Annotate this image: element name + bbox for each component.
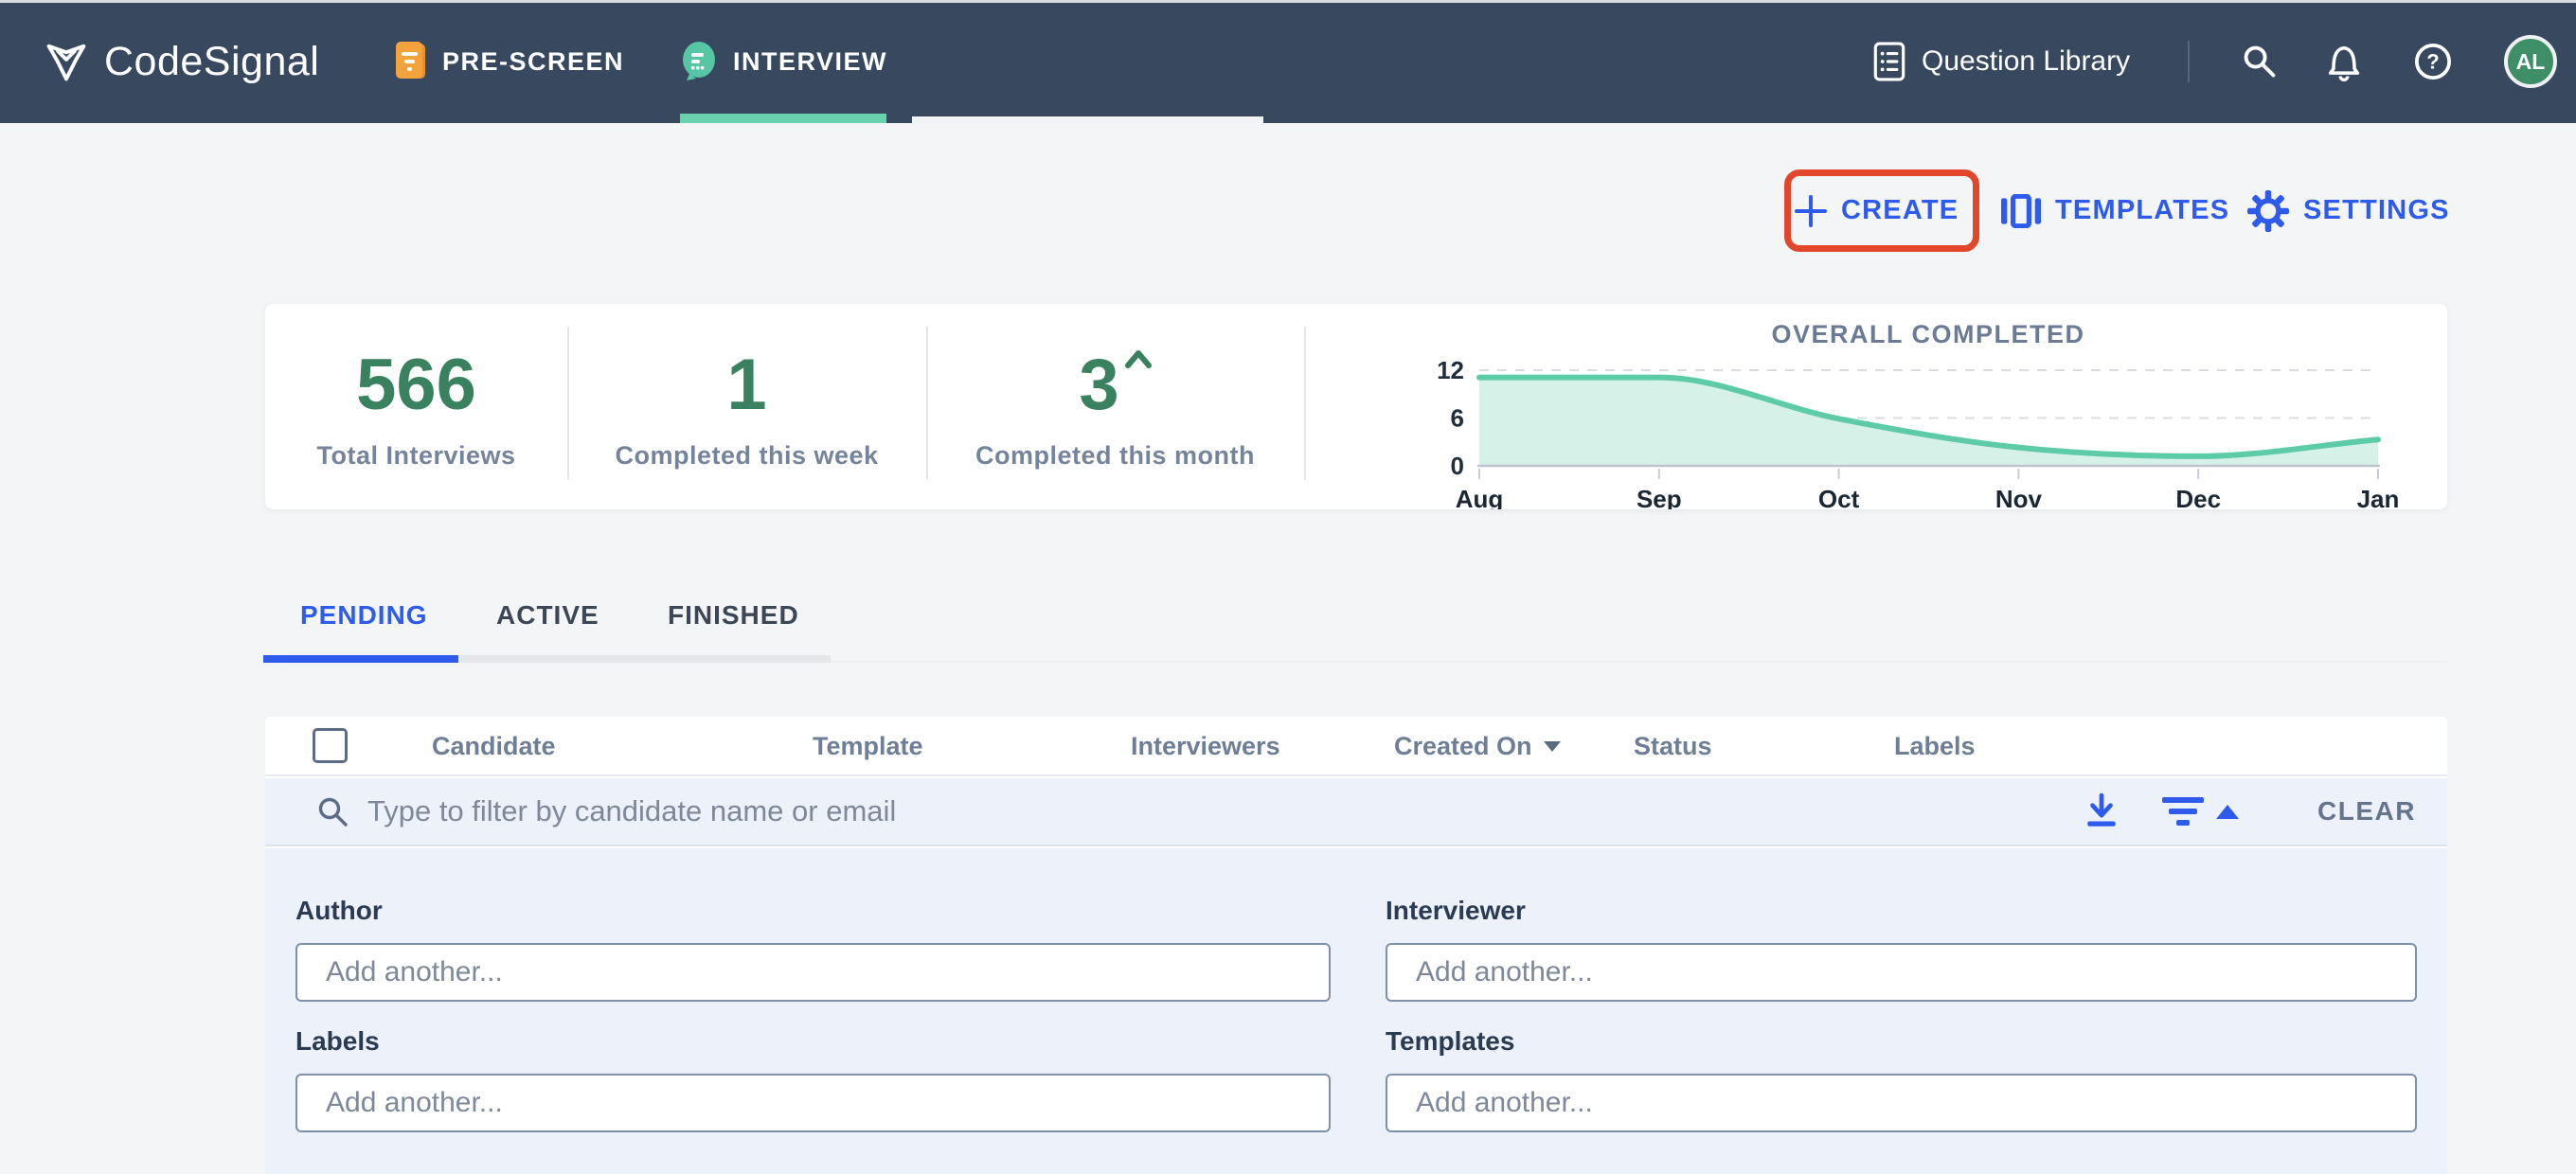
question-library-button[interactable]: Question Library: [1872, 0, 2130, 123]
download-button[interactable]: [2084, 778, 2120, 845]
user-avatar[interactable]: AL: [2504, 35, 2557, 88]
svg-text:Dec: Dec: [2175, 485, 2221, 509]
svg-text:Aug: Aug: [1456, 485, 1504, 509]
table-header-row: Candidate Template Interviewers Created …: [265, 717, 2447, 776]
gear-icon: [2247, 189, 2289, 232]
stat-label: Total Interviews: [316, 440, 516, 470]
tab-pending[interactable]: PENDING: [300, 600, 428, 630]
hidden-panel-edge: [912, 116, 1263, 123]
filter-label-author: Author: [295, 896, 383, 925]
stat-value: 1: [726, 344, 767, 425]
column-header-candidate: Candidate: [432, 732, 556, 760]
bell-icon: [2328, 45, 2360, 81]
templates-icon: [2001, 193, 2041, 228]
stat-label: Completed this week: [615, 440, 879, 470]
question-library-label: Question Library: [1922, 45, 2131, 77]
plus-icon: [1795, 194, 1827, 227]
notifications-button[interactable]: [2325, 0, 2363, 123]
chart-title: OVERALL COMPLETED: [1771, 320, 2084, 348]
svg-text:Jan: Jan: [2357, 485, 2400, 509]
tabs-track: [458, 655, 831, 663]
stat-value: 566: [356, 344, 476, 425]
search-button[interactable]: [2241, 0, 2279, 123]
svg-text:Sep: Sep: [1637, 485, 1682, 509]
brand-text: CodeSignal: [104, 38, 320, 84]
help-icon: ?: [2414, 43, 2452, 80]
filter-label-labels: Labels: [295, 1026, 380, 1056]
nav-item-interview[interactable]: INTERVIEW: [680, 0, 887, 123]
candidate-search-input[interactable]: [367, 786, 1977, 837]
column-header-status: Status: [1634, 732, 1712, 760]
stat-completed-week: 1 Completed this week: [567, 304, 926, 509]
nav-item-label: PRE-SCREEN: [442, 46, 625, 76]
column-header-created-on[interactable]: Created On: [1394, 717, 1561, 776]
templates-button-label: TEMPLATES: [2055, 195, 2230, 225]
column-header-labels: Labels: [1894, 732, 1976, 760]
stats-card: [265, 304, 2447, 509]
overall-completed-chart: OVERALL COMPLETED 0 6 12 Aug Sep Oct Nov Dec Jan: [1437, 320, 2399, 509]
filter-panel: Author Interviewer Labels Templates: [265, 848, 2447, 1174]
help-button[interactable]: ?: [2413, 0, 2453, 123]
filter-toggle-button[interactable]: [2162, 778, 2240, 845]
interview-chat-icon: [683, 42, 715, 80]
codesignal-logo[interactable]: CodeSignal: [42, 0, 319, 123]
window-top-edge: [0, 0, 2576, 3]
stat-completed-month: 3 Completed this month: [926, 304, 1304, 509]
active-tab-indicator: [263, 655, 458, 663]
filter-label-interviewer: Interviewer: [1386, 896, 1526, 925]
caret-up-icon: [1124, 349, 1152, 368]
labels-filter-input[interactable]: [295, 1074, 1331, 1132]
active-nav-indicator: [680, 114, 886, 123]
stat-divider: [567, 327, 569, 480]
svg-text:12: 12: [1437, 356, 1464, 384]
stat-total-interviews: 566 Total Interviews: [265, 304, 567, 509]
tab-active[interactable]: ACTIVE: [496, 600, 599, 630]
sort-desc-icon: [1543, 741, 1561, 752]
column-header-interviewers: Interviewers: [1131, 732, 1280, 760]
create-button-label: CREATE: [1841, 195, 1959, 225]
tab-finished[interactable]: FINISHED: [668, 600, 799, 630]
nav-item-label: INTERVIEW: [733, 46, 888, 76]
filter-lines-icon: [2162, 797, 2204, 826]
codesignal-wings-icon: [46, 44, 86, 81]
clear-filters-button[interactable]: CLEAR: [2317, 796, 2416, 826]
navbar: CodeSignal PRE-SCREEN INTERVIEW: [0, 0, 2576, 123]
author-filter-input[interactable]: [295, 943, 1331, 1002]
stat-divider: [1304, 327, 1306, 480]
stat-divider: [926, 327, 928, 480]
tabs-baseline: [265, 661, 2447, 663]
templates-filter-input[interactable]: [1386, 1074, 2417, 1132]
interviews-table: Candidate Template Interviewers Created …: [265, 717, 2447, 1174]
search-icon: [2244, 45, 2276, 78]
create-button[interactable]: CREATE: [1795, 170, 1959, 251]
svg-text:?: ?: [2426, 50, 2440, 74]
interviewer-filter-input[interactable]: [1386, 943, 2417, 1002]
settings-button-label: SETTINGS: [2303, 195, 2450, 225]
nav-item-pre-screen[interactable]: PRE-SCREEN: [393, 0, 624, 123]
svg-text:Nov: Nov: [1995, 485, 2043, 509]
collapse-up-icon: [2216, 805, 2239, 819]
settings-button[interactable]: SETTINGS: [2247, 170, 2450, 251]
stat-label: Completed this month: [975, 440, 1255, 470]
svg-text:6: 6: [1451, 404, 1464, 433]
filter-label-templates: Templates: [1386, 1026, 1515, 1056]
filter-search-icon: [318, 797, 348, 827]
select-all-checkbox[interactable]: [313, 728, 348, 763]
svg-text:Oct: Oct: [1818, 485, 1860, 509]
question-library-icon: [1873, 42, 1905, 81]
stat-value: 3: [1079, 344, 1119, 425]
nav-divider: [2188, 41, 2190, 82]
svg-text:0: 0: [1451, 452, 1464, 480]
table-filter-row: CLEAR: [265, 778, 2447, 846]
download-icon: [2087, 792, 2116, 827]
chart-plot: 0 6 12 Aug Sep Oct Nov Dec Jan: [1437, 356, 2399, 509]
templates-button[interactable]: TEMPLATES: [2001, 170, 2229, 251]
column-header-template: Template: [813, 732, 923, 760]
pre-screen-doc-icon: [396, 42, 425, 79]
